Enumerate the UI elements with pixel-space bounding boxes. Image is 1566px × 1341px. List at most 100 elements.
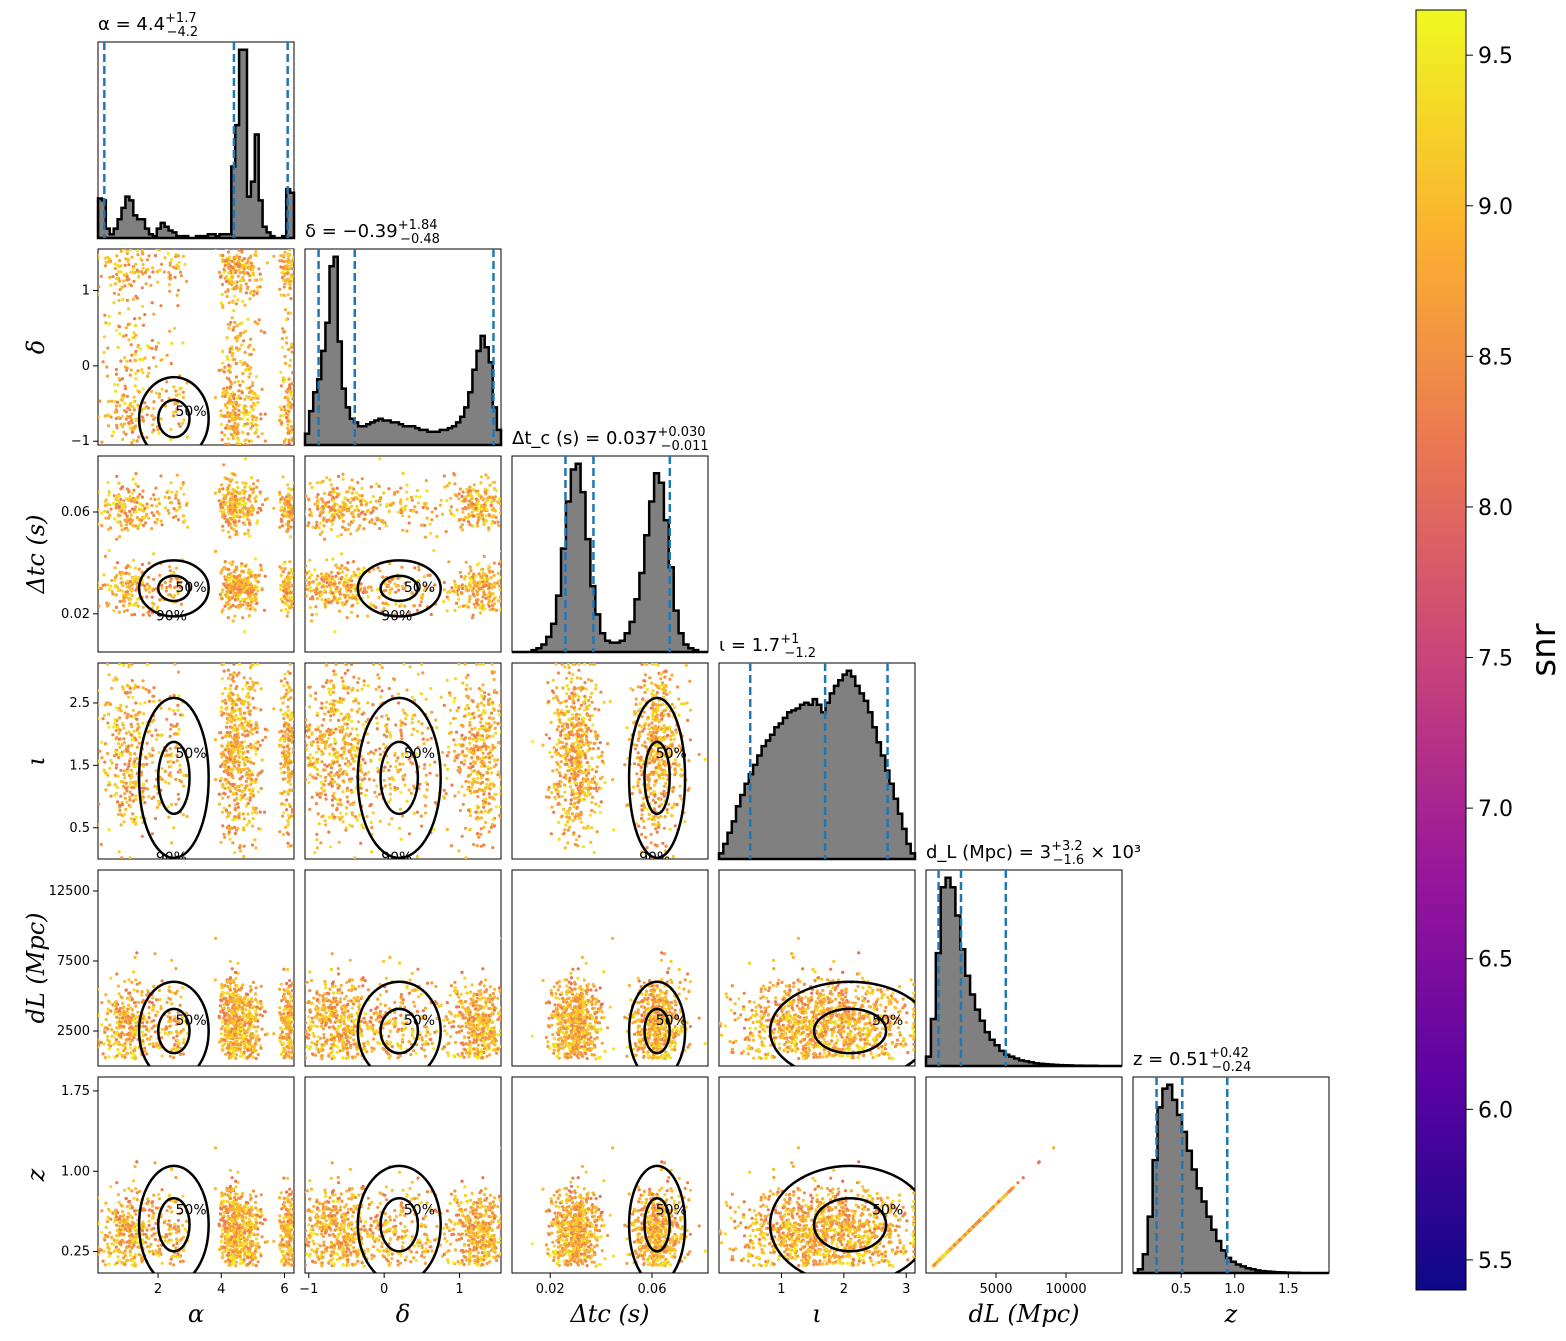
sample-point (248, 297, 252, 301)
sample-point (248, 372, 252, 376)
sample-point (181, 813, 185, 817)
sample-point (214, 936, 218, 940)
sample-point (236, 597, 240, 601)
sample-point (140, 518, 144, 523)
sample-point (231, 675, 235, 679)
sample-point (286, 1014, 290, 1018)
sample-point (230, 1176, 234, 1180)
sample-point (145, 1228, 149, 1232)
sample-point (134, 1004, 138, 1008)
sample-point (284, 264, 288, 268)
sample-point (152, 1213, 156, 1217)
sample-point (122, 334, 126, 338)
sample-point (122, 741, 127, 745)
sample-point (140, 562, 145, 567)
sample-point (261, 239, 264, 242)
sample-point (259, 508, 263, 512)
sample-point (290, 350, 294, 354)
sample-point (235, 324, 239, 328)
sample-point (127, 978, 131, 982)
sample-point (289, 497, 293, 501)
sample-point (120, 803, 125, 807)
sample-point (113, 399, 117, 403)
sample-point (289, 358, 293, 362)
sample-point (102, 509, 107, 513)
sample-point (129, 722, 133, 726)
sample-point (289, 782, 293, 787)
sample-point (233, 738, 237, 742)
sample-point (223, 502, 227, 506)
sample-point (145, 374, 150, 378)
sample-point (230, 726, 234, 730)
sample-point (153, 1161, 157, 1165)
contour-50 (156, 398, 191, 439)
sample-point (125, 242, 128, 245)
sample-point (235, 828, 239, 832)
sample-point (219, 1235, 223, 1239)
sample-point (145, 413, 149, 417)
sample-point (242, 817, 246, 821)
sample-point (228, 786, 232, 790)
sample-point (113, 382, 117, 387)
sample-point (278, 1038, 282, 1042)
sample-point (107, 602, 111, 606)
sample-point (242, 239, 245, 242)
sample-point (233, 614, 237, 618)
sample-point (127, 764, 131, 768)
sample-point (240, 783, 244, 787)
sample-point (289, 688, 293, 693)
sample-point (239, 1036, 243, 1040)
sample-point (263, 439, 267, 443)
sample-point (129, 733, 133, 737)
sample-point (172, 760, 176, 765)
sample-point (255, 730, 259, 734)
sample-point (287, 1050, 291, 1054)
sample-point (170, 258, 174, 262)
sample-point (249, 254, 253, 258)
sample-point (244, 779, 248, 784)
sample-point (238, 322, 242, 326)
sample-point (167, 773, 171, 777)
sample-point (236, 770, 240, 774)
sample-point (224, 593, 228, 597)
sample-point (242, 1014, 246, 1019)
sample-point (252, 243, 255, 246)
sample-point (135, 989, 139, 993)
sample-point (167, 1193, 171, 1198)
sample-point (155, 504, 159, 508)
sample-point (145, 663, 150, 666)
sample-point (246, 812, 250, 816)
sample-point (147, 690, 151, 694)
sample-point (231, 244, 234, 247)
sample-point (154, 728, 158, 732)
sample-point (123, 1188, 127, 1192)
sample-point (147, 729, 152, 733)
sample-point (242, 788, 246, 792)
sample-point (105, 1011, 110, 1016)
sample-point (249, 1035, 253, 1039)
sample-point (232, 742, 236, 746)
sample-point (257, 1037, 261, 1041)
sample-point (174, 496, 178, 500)
sample-point (278, 730, 282, 734)
sample-point (233, 754, 238, 758)
sample-point (286, 426, 290, 430)
sample-point (256, 395, 260, 399)
sample-point (220, 762, 224, 767)
sample-point (248, 1005, 252, 1009)
sample-point (181, 1015, 185, 1020)
sample-point (158, 698, 162, 703)
sample-point (242, 1034, 247, 1038)
sample-point (278, 1214, 282, 1218)
sample-point (121, 1209, 125, 1214)
sample-point (179, 770, 183, 774)
sample-point (254, 986, 258, 990)
sample-point (181, 1041, 186, 1045)
contour-90 (137, 559, 210, 618)
sample-point (237, 671, 241, 675)
sample-point (294, 584, 297, 587)
sample-point (134, 482, 138, 486)
sample-point (282, 509, 286, 513)
sample-point (127, 663, 131, 666)
sample-point (287, 1039, 291, 1043)
